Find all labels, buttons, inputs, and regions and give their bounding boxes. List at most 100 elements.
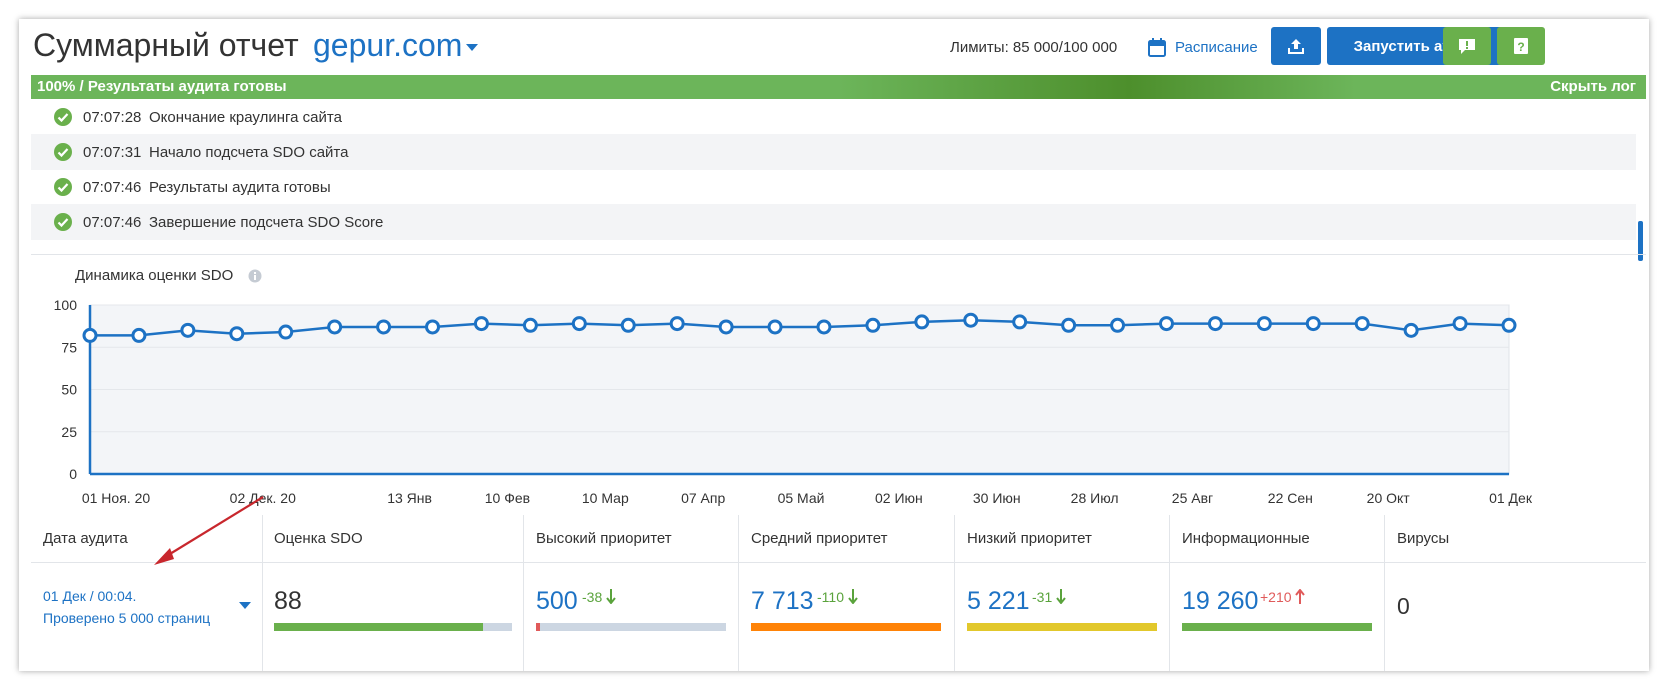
divider	[523, 515, 524, 671]
informational-delta: +210	[1260, 588, 1306, 605]
upload-icon	[1288, 39, 1304, 54]
x-tick-label: 07 Апр	[681, 490, 725, 506]
log-entry: 07:07:46 Завершение подсчета SDO Score	[31, 204, 1636, 240]
report-header: Суммарный отчет gepur.com Лимиты: 85 000…	[19, 19, 1649, 75]
info-icon[interactable]	[248, 269, 262, 283]
log-text: Завершение подсчета SDO Score	[149, 214, 384, 231]
log-entry: 07:07:46 Результаты аудита готовы	[31, 169, 1636, 205]
arrow-down-icon	[606, 589, 616, 605]
domain-label: gepur.com	[313, 27, 463, 63]
data-point	[1403, 322, 1419, 338]
log-entry: 07:07:31 Начало подсчета SDO сайта	[31, 134, 1636, 170]
x-tick-label: 02 Июн	[875, 490, 923, 506]
medium-priority-value[interactable]: 7 713	[751, 587, 814, 615]
audit-progress-bar: 100% / Результаты аудита готовы Скрыть л…	[31, 75, 1646, 99]
help-book-icon: ?	[1514, 38, 1528, 54]
high-priority-delta: -38	[582, 589, 616, 605]
divider	[31, 254, 1646, 255]
sdo-line-chart: 0 25 50 75 100 01 Ноя. 20 02 Дек. 20 13 Янв 10 Ф…	[54, 297, 1533, 506]
log-scrollbar[interactable]	[1638, 221, 1643, 261]
domain-selector[interactable]: gepur.com	[313, 27, 479, 64]
data-point	[522, 317, 538, 333]
data-point	[82, 327, 98, 343]
log-text: Результаты аудита готовы	[149, 179, 331, 196]
limits-text: Лимиты: 85 000/100 000	[950, 39, 1118, 56]
low-priority-value[interactable]: 5 221	[967, 587, 1030, 615]
medium-priority-delta: -110	[817, 589, 858, 605]
x-tick-label: 22 Сен	[1268, 490, 1313, 506]
data-point	[914, 314, 930, 330]
header-viruses: Вирусы	[1397, 530, 1450, 547]
data-point	[425, 319, 441, 335]
log-time: 07:07:46	[83, 179, 142, 196]
data-point	[767, 319, 783, 335]
x-tick-label: 01 Ноя. 20	[82, 490, 151, 506]
divider	[954, 515, 955, 671]
log-entry: 07:07:28 Окончание краулинга сайта	[31, 99, 1636, 135]
divider	[1169, 515, 1170, 671]
delta-value: -31	[1032, 589, 1053, 605]
medium-priority-bar	[751, 623, 941, 631]
y-tick-label: 100	[54, 297, 78, 313]
log-time: 07:07:28	[83, 109, 142, 126]
schedule-link[interactable]: Расписание	[1148, 35, 1258, 59]
data-point	[473, 316, 489, 332]
data-point	[963, 312, 979, 328]
audit-stats-table: Дата аудита Оценка SDO Высокий приоритет…	[31, 515, 1646, 671]
y-tick-label: 50	[61, 382, 77, 398]
feedback-button[interactable]	[1443, 27, 1491, 65]
data-point	[1012, 314, 1028, 330]
header-medium-priority: Средний приоритет	[751, 530, 888, 547]
check-circle-icon	[54, 108, 72, 126]
data-point	[718, 319, 734, 335]
data-point	[1501, 317, 1517, 333]
x-tick-label: 02 Дек. 20	[230, 490, 296, 506]
medium-priority-bar-fill	[751, 623, 941, 631]
divider	[31, 562, 1646, 563]
informational-value[interactable]: 19 260	[1182, 587, 1259, 615]
data-point	[1305, 316, 1321, 332]
header-high-priority: Высокий приоритет	[536, 530, 672, 547]
data-point	[1256, 316, 1272, 332]
high-priority-value[interactable]: 500	[536, 587, 578, 615]
y-tick-label: 75	[61, 339, 77, 355]
chevron-down-icon[interactable]	[239, 602, 251, 609]
data-point	[669, 316, 685, 332]
low-priority-bar-fill	[967, 623, 1157, 631]
check-circle-icon	[54, 178, 72, 196]
help-button[interactable]: ?	[1497, 27, 1545, 65]
header-sdo-score: Оценка SDO	[274, 530, 363, 547]
arrow-up-icon	[1295, 588, 1306, 604]
high-priority-bar-fill	[536, 623, 540, 631]
export-button[interactable]	[1271, 27, 1321, 65]
report-window: Суммарный отчет gepur.com Лимиты: 85 000…	[19, 19, 1649, 671]
header-audit-date: Дата аудита	[43, 530, 128, 547]
log-text: Окончание краулинга сайта	[149, 109, 342, 126]
low-priority-delta: -31	[1032, 589, 1066, 605]
data-point	[1061, 317, 1077, 333]
x-tick-label: 20 Окт	[1367, 490, 1411, 506]
x-tick-label: 01 Дек	[1489, 490, 1533, 506]
data-point	[1452, 316, 1468, 332]
svg-text:?: ?	[1517, 40, 1524, 54]
delta-value: +210	[1260, 589, 1292, 605]
data-point	[571, 316, 587, 332]
y-tick-label: 25	[61, 424, 77, 440]
y-tick-label: 0	[69, 466, 77, 482]
delta-value: -110	[817, 589, 844, 605]
sdo-score-value: 88	[274, 587, 302, 615]
sdo-score-bar	[274, 623, 512, 631]
audit-date-selector[interactable]: 01 Дек / 00:04. Проверено 5 000 страниц	[43, 585, 210, 629]
arrow-down-icon	[848, 589, 858, 605]
page-title: Суммарный отчет	[33, 27, 299, 63]
hide-log-link[interactable]: Скрыть лог	[1550, 78, 1636, 95]
calendar-icon	[1148, 37, 1166, 57]
data-point	[131, 327, 147, 343]
series-line	[90, 318, 1510, 337]
schedule-label: Расписание	[1175, 38, 1258, 56]
delta-value: -38	[582, 589, 603, 605]
data-point	[327, 319, 343, 335]
low-priority-bar	[967, 623, 1157, 631]
progress-label: 100% / Результаты аудита готовы	[37, 78, 287, 95]
data-point	[180, 322, 196, 338]
